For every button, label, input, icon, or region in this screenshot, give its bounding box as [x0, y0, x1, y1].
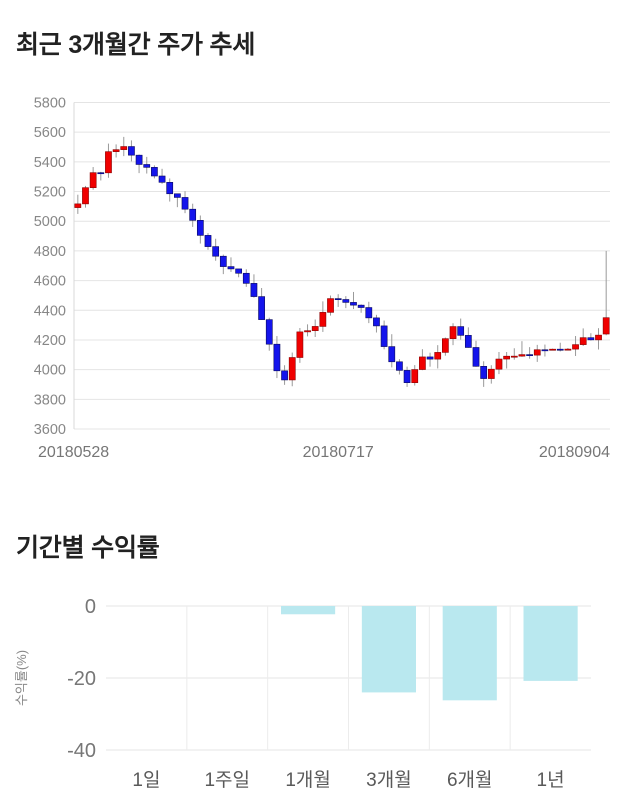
svg-text:3800: 3800 [34, 392, 66, 408]
svg-text:5200: 5200 [34, 185, 66, 201]
svg-text:4200: 4200 [34, 333, 66, 349]
svg-text:-40: -40 [67, 740, 96, 762]
svg-text:수익률(%): 수익률(%) [14, 650, 29, 706]
svg-text:5800: 5800 [34, 96, 66, 112]
svg-text:4400: 4400 [34, 303, 66, 319]
svg-text:1일: 1일 [132, 769, 160, 791]
svg-text:3개월: 3개월 [366, 769, 412, 791]
svg-text:0: 0 [85, 596, 96, 618]
svg-text:1개월: 1개월 [285, 769, 331, 791]
svg-text:5600: 5600 [34, 125, 66, 141]
svg-text:3600: 3600 [34, 422, 66, 438]
svg-text:20180904: 20180904 [539, 444, 610, 461]
svg-text:1년: 1년 [537, 769, 565, 791]
svg-text:5000: 5000 [34, 214, 66, 230]
svg-text:5400: 5400 [34, 155, 66, 171]
svg-text:20180528: 20180528 [38, 444, 109, 461]
svg-text:4000: 4000 [34, 363, 66, 379]
svg-text:-20: -20 [67, 668, 96, 690]
svg-text:4600: 4600 [34, 274, 66, 290]
svg-text:4800: 4800 [34, 244, 66, 260]
svg-text:20180717: 20180717 [303, 444, 374, 461]
svg-text:1주일: 1주일 [204, 769, 250, 791]
svg-text:6개월: 6개월 [447, 769, 493, 791]
